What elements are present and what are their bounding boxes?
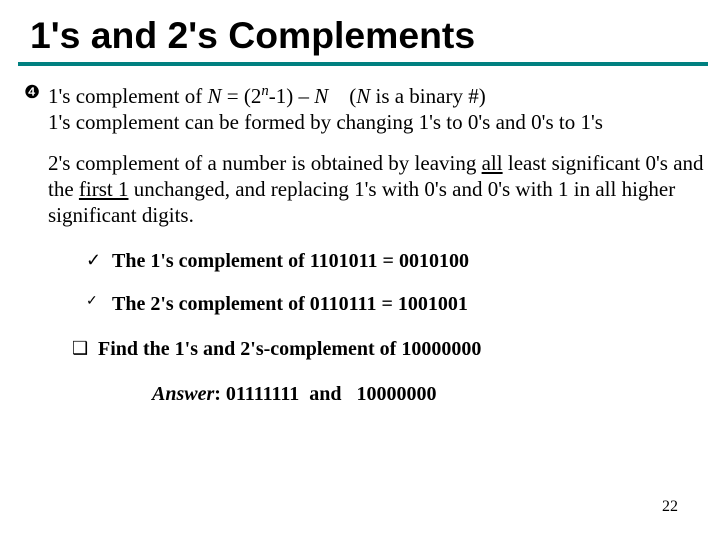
txt: 2's complement of a number is obtained b…	[48, 151, 482, 175]
superscript-n: n	[261, 83, 268, 99]
underline-first1: first 1	[79, 177, 129, 201]
check-icon: ✓	[86, 293, 112, 310]
example-1: ✓ The 1's complement of 1101011 = 001010…	[86, 250, 720, 273]
slide-body: ❹ 1's complement of N = (2n-1) – N (N is…	[24, 82, 720, 406]
bullet-row-1: ❹ 1's complement of N = (2n-1) – N (N is…	[24, 82, 720, 136]
txt: = (2	[222, 84, 262, 108]
answer-value: : 01111111 and 10000000	[214, 383, 436, 405]
bullet-row-2: 2's complement of a number is obtained b…	[24, 150, 720, 229]
var-n: N	[314, 84, 328, 108]
example-2-text: The 2's complement of 0110111 = 1001001	[112, 293, 468, 316]
check-icon: ✓	[86, 250, 112, 271]
square-bullet-icon: ❑	[72, 338, 98, 359]
txt: -1) –	[269, 84, 315, 108]
example-1-text: The 1's complement of 1101011 = 0010100	[112, 250, 469, 273]
example-2: ✓ The 2's complement of 0110111 = 100100…	[86, 293, 720, 316]
txt: 1's complement of	[48, 84, 208, 108]
answer-line: Answer: 01111111 and 10000000	[152, 383, 720, 406]
page-number: 22	[662, 498, 678, 516]
underline-all: all	[482, 151, 503, 175]
txt: 1's complement can be formed by changing…	[48, 110, 603, 134]
txt: is a binary #)	[370, 84, 485, 108]
var-n: N	[356, 84, 370, 108]
question-text: Find the 1's and 2's-complement of 10000…	[98, 338, 481, 361]
var-n: N	[208, 84, 222, 108]
answer-label: Answer	[152, 383, 214, 405]
txt: (	[328, 84, 356, 108]
question-row: ❑ Find the 1's and 2's-complement of 100…	[72, 338, 720, 361]
slide: 1's and 2's Complements ❹ 1's complement…	[0, 0, 720, 540]
title-underline	[18, 62, 708, 66]
slide-title: 1's and 2's Complements	[30, 14, 475, 57]
definition-text: 1's complement of N = (2n-1) – N (N is a…	[48, 82, 603, 136]
twos-complement-text: 2's complement of a number is obtained b…	[48, 150, 720, 229]
bullet-main-icon: ❹	[24, 82, 48, 103]
txt: unchanged, and replacing 1's with 0's an…	[48, 177, 675, 227]
